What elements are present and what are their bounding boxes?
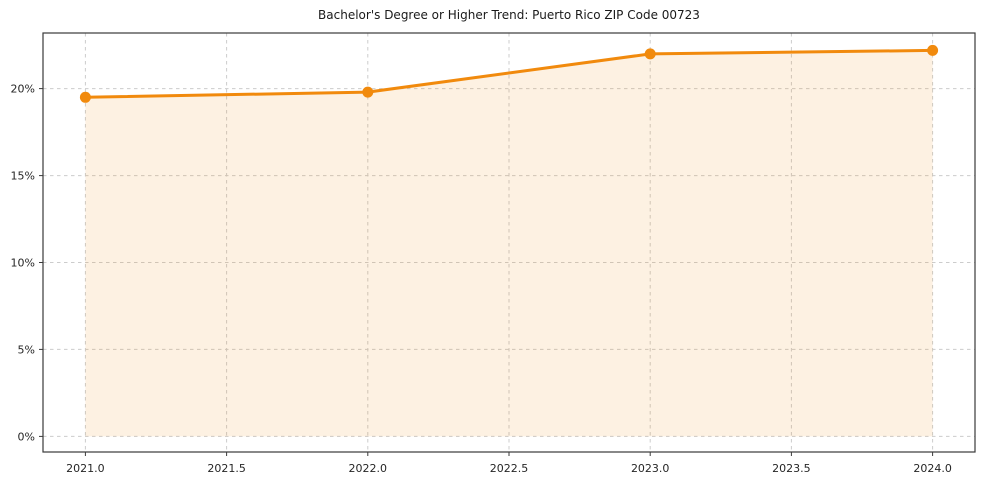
x-tick-label: 2024.0 xyxy=(913,462,952,475)
chart-title: Bachelor's Degree or Higher Trend: Puert… xyxy=(318,8,700,22)
y-tick-label: 5% xyxy=(18,343,35,356)
data-point-marker xyxy=(927,44,939,56)
x-tick-label: 2023.0 xyxy=(631,462,670,475)
y-tick-label: 0% xyxy=(18,430,35,443)
trend-line xyxy=(83,48,935,99)
y-tick-label: 10% xyxy=(11,257,35,270)
x-tick-label: 2022.5 xyxy=(490,462,529,475)
y-tick-label: 15% xyxy=(11,170,35,183)
data-point-marker xyxy=(79,91,91,103)
y-tick-label: 20% xyxy=(11,83,35,96)
x-tick-label: 2021.5 xyxy=(207,462,246,475)
x-tick-label: 2021.0 xyxy=(66,462,105,475)
area-fill xyxy=(85,50,933,437)
data-point-marker xyxy=(644,48,656,60)
data-point-marker xyxy=(362,86,374,98)
x-tick-label: 2023.5 xyxy=(772,462,811,475)
x-tick-label: 2022.0 xyxy=(349,462,388,475)
